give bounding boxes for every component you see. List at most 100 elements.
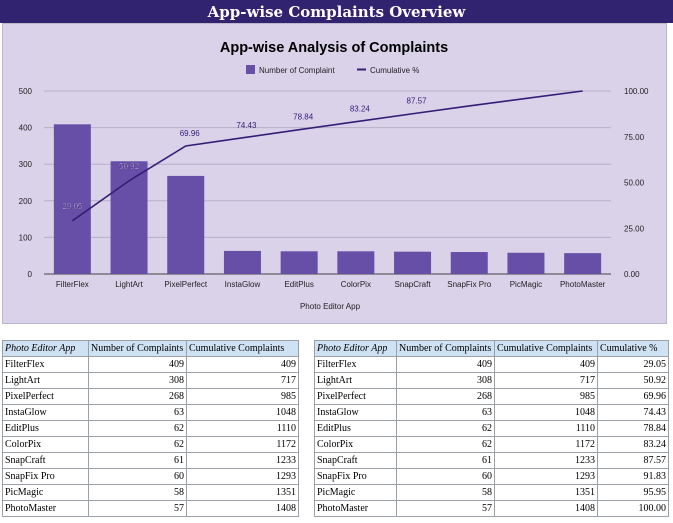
table-cell: 308 — [396, 372, 495, 389]
column-header: Photo Editor App — [2, 340, 89, 357]
x-tick-label: PhotoMaster — [560, 280, 606, 289]
table-cell: 1408 — [186, 500, 299, 517]
table-cell: 62 — [396, 436, 495, 453]
title-bar: App-wise Complaints Overview — [0, 0, 673, 23]
table-cell: PhotoMaster — [2, 500, 89, 517]
table-row: PicMagic 58 1351 — [2, 484, 299, 501]
table-cell: 1293 — [186, 468, 299, 485]
table-cell: 409 — [88, 356, 187, 373]
table-cell: PhotoMaster — [314, 500, 397, 517]
table-row: PhotoMaster 57 1408 100.00 — [314, 500, 669, 517]
table-cell: 69.96 — [597, 388, 669, 405]
column-header: Number of Complaints — [88, 340, 187, 357]
table-row: InstaGlow 63 1048 74.43 — [314, 404, 669, 421]
data-label: 50.92 — [119, 162, 140, 171]
table-cell: LightArt — [314, 372, 397, 389]
data-label: 29.05 — [62, 202, 83, 211]
bar — [337, 251, 375, 274]
table-cell: 74.43 — [597, 404, 669, 421]
column-header: Cumulative Complaints — [494, 340, 598, 357]
table-cell: 717 — [186, 372, 299, 389]
bar — [564, 253, 602, 274]
column-header: Cumulative % — [597, 340, 669, 357]
column-header: Cumulative Complaints — [186, 340, 299, 357]
table-cell: SnapFix Pro — [314, 468, 397, 485]
table-row: ColorPix 62 1172 83.24 — [314, 436, 669, 453]
table-cell: 62 — [396, 420, 495, 437]
column-header: Number of Complaints — [396, 340, 495, 357]
table-cell: EditPlus — [2, 420, 89, 437]
table-cell: ColorPix — [2, 436, 89, 453]
table-cell: LightArt — [2, 372, 89, 389]
table-cell: 63 — [396, 404, 495, 421]
y-right-tick-label: 25.00 — [624, 224, 645, 233]
bar — [280, 251, 318, 274]
y-left-tick-label: 100 — [19, 233, 33, 242]
table-cell: 409 — [494, 356, 598, 373]
table-row: PicMagic 58 1351 95.95 — [314, 484, 669, 501]
y-right-tick-label: 75.00 — [624, 133, 645, 142]
x-tick-label: SnapFix Pro — [447, 280, 492, 289]
table-row: SnapCraft 61 1233 — [2, 452, 299, 469]
table-cell: PicMagic — [2, 484, 89, 501]
table-row: EditPlus 62 1110 78.84 — [314, 420, 669, 437]
table-cell: 50.92 — [597, 372, 669, 389]
table-cell: 268 — [396, 388, 495, 405]
pareto-chart: App-wise Analysis of Complaints Number of… — [19, 40, 649, 311]
bar — [507, 252, 545, 274]
table-header-row: Photo Editor App Number of Complaints Cumu… — [314, 340, 669, 357]
legend-bar-swatch — [246, 65, 255, 74]
table-cell: 409 — [186, 356, 299, 373]
data-label: 74.43 — [236, 121, 257, 130]
table-header-row: Photo Editor App Number of Complaints Cumu… — [2, 340, 299, 357]
table-cell: 95.95 — [597, 484, 669, 501]
table-cell: 60 — [88, 468, 187, 485]
table-cell: 1172 — [186, 436, 299, 453]
table-cell: 57 — [396, 500, 495, 517]
table-cell: EditPlus — [314, 420, 397, 437]
table-cell: 1293 — [494, 468, 598, 485]
y-right-tick-label: 0.00 — [624, 270, 640, 279]
table-cell: InstaGlow — [2, 404, 89, 421]
x-tick-label: EditPlus — [284, 280, 313, 289]
table-row: FilterFlex 409 409 — [2, 356, 299, 373]
table-cell: 57 — [88, 500, 187, 517]
chart-title: App-wise Analysis of Complaints — [220, 40, 448, 56]
y-left-tick-label: 300 — [19, 160, 33, 169]
table-cell: 58 — [88, 484, 187, 501]
bar — [223, 250, 261, 274]
table-cell: 58 — [396, 484, 495, 501]
table-row: SnapFix Pro 60 1293 — [2, 468, 299, 485]
table-cell: 1233 — [186, 452, 299, 469]
table-cell: 78.84 — [597, 420, 669, 437]
table-row: PhotoMaster 57 1408 — [2, 500, 299, 517]
table-row: LightArt 308 717 — [2, 372, 299, 389]
table-cell: ColorPix — [314, 436, 397, 453]
y-right-tick-label: 100.00 — [624, 87, 649, 96]
table-cell: PixelPerfect — [2, 388, 89, 405]
table-cell: 1233 — [494, 452, 598, 469]
table-cell: 717 — [494, 372, 598, 389]
x-tick-label: PixelPerfect — [164, 280, 207, 289]
table-cell: 1110 — [494, 420, 598, 437]
table-cell: 308 — [88, 372, 187, 389]
table-cell: 61 — [88, 452, 187, 469]
table-cell: SnapFix Pro — [2, 468, 89, 485]
table-cell: 62 — [88, 420, 187, 437]
y-left-tick-label: 0 — [28, 270, 33, 279]
table-cell: 60 — [396, 468, 495, 485]
table-row: ColorPix 62 1172 — [2, 436, 299, 453]
table-cell: 985 — [186, 388, 299, 405]
x-tick-label: FilterFlex — [56, 280, 89, 289]
table-row: SnapFix Pro 60 1293 91.83 — [314, 468, 669, 485]
data-label: 78.84 — [293, 113, 314, 122]
table-cell: 1408 — [494, 500, 598, 517]
table-cell: InstaGlow — [314, 404, 397, 421]
y-left-tick-label: 500 — [19, 87, 33, 96]
table-cell: 1048 — [186, 404, 299, 421]
table-cell: PicMagic — [314, 484, 397, 501]
table-cell: PixelPerfect — [314, 388, 397, 405]
x-tick-label: PicMagic — [510, 280, 542, 289]
table-cell: FilterFlex — [2, 356, 89, 373]
data-label: 83.24 — [350, 105, 371, 114]
